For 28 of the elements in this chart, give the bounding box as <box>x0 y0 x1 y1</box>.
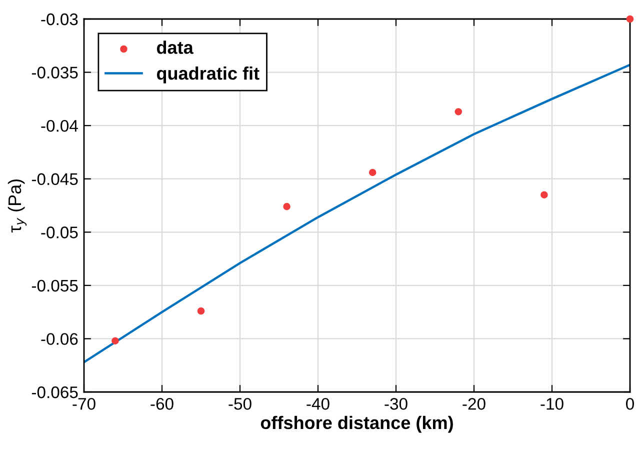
y-tick-label: -0.03 <box>41 13 78 26</box>
y-tick-label: -0.045 <box>32 173 78 186</box>
legend-label: quadratic fit <box>156 66 260 84</box>
x-tick-label: -40 <box>306 398 330 410</box>
point <box>368 168 376 176</box>
point <box>197 307 205 315</box>
x-tick-label: -70 <box>72 398 96 410</box>
x-tick-label: -20 <box>462 398 486 410</box>
point <box>283 202 290 210</box>
x-tick-label: -60 <box>150 398 174 410</box>
x-tick-label: -10 <box>540 398 564 410</box>
y-axis-title: τ$_{y}$ (Pa) <box>8 179 27 233</box>
y-tick-label: -0.06 <box>41 333 78 345</box>
legend-label: data <box>156 40 194 54</box>
x-tick-label: 0 <box>626 398 634 410</box>
y-tick-label: -0.065 <box>32 386 78 398</box>
point <box>626 15 634 23</box>
y-tick-label: -0.05 <box>41 226 78 238</box>
line-series <box>84 64 630 364</box>
y-tick-label: -0.035 <box>32 66 78 78</box>
y-tick-label: -0.055 <box>32 280 78 292</box>
x-tick-label: -30 <box>384 398 408 410</box>
x-tick-label: -50 <box>228 398 252 410</box>
point <box>112 337 119 344</box>
x-axis-title: offshore distance (km) <box>260 416 453 433</box>
point <box>454 108 462 116</box>
point <box>540 191 548 198</box>
y-tick-label: -0.04 <box>41 120 78 132</box>
